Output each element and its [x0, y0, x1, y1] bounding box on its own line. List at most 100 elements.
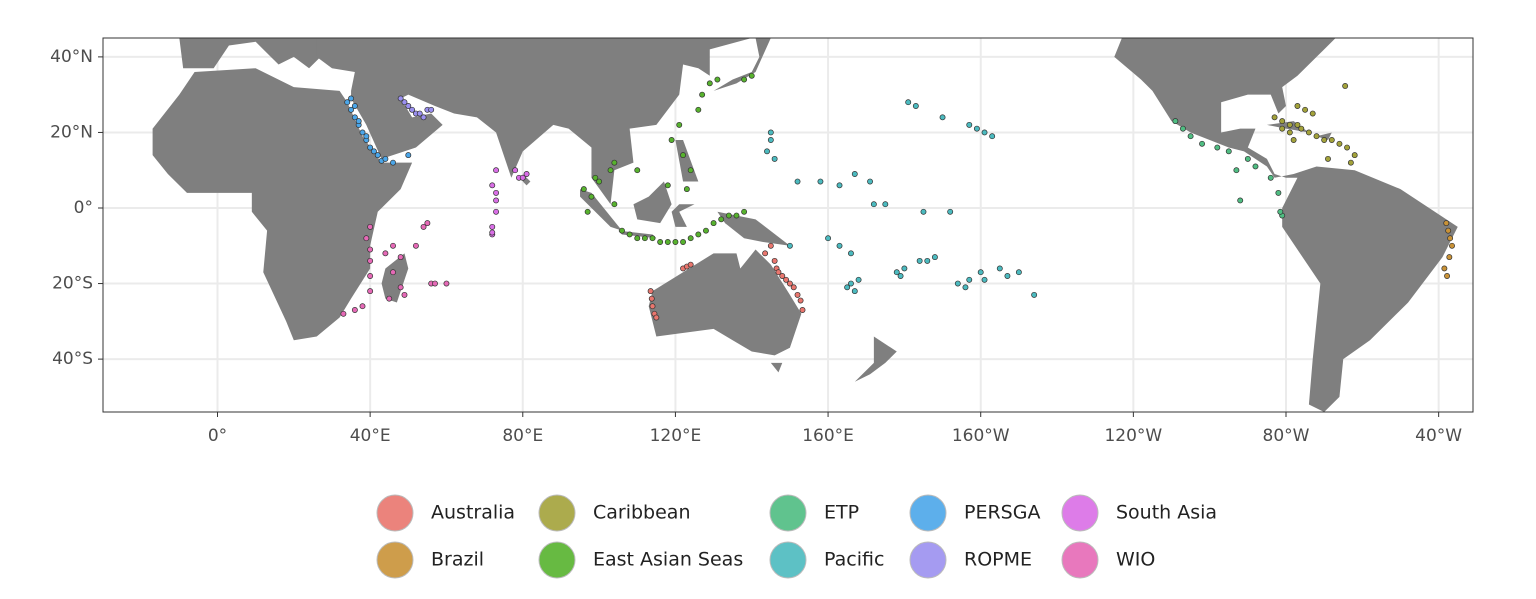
- reef-point: [851, 288, 858, 295]
- legend-swatch: [909, 494, 947, 532]
- reef-point: [947, 208, 954, 215]
- reef-point: [420, 114, 427, 121]
- reef-point: [725, 212, 732, 219]
- reef-point: [443, 280, 450, 287]
- legend: Australia Brazil Caribbean East Asian Seas E…: [376, 494, 1217, 579]
- reef-point: [1347, 159, 1354, 166]
- reef-point: [351, 307, 358, 313]
- reef-point: [1294, 103, 1301, 109]
- legend-swatch: [376, 541, 414, 579]
- y-tick-label: 20°N: [50, 122, 93, 142]
- reef-point: [1244, 155, 1251, 162]
- reef-point: [893, 269, 900, 276]
- reef-point: [355, 118, 362, 125]
- reef-point: [783, 276, 790, 283]
- reef-point: [1004, 273, 1011, 279]
- reef-point: [710, 220, 717, 227]
- reef-point: [989, 133, 996, 140]
- reef-point: [653, 314, 660, 321]
- reef-point: [1298, 125, 1305, 132]
- reef-point: [428, 106, 435, 113]
- reef-point: [1267, 174, 1274, 181]
- reef-point: [848, 280, 854, 287]
- reef-point: [401, 99, 408, 106]
- reef-point: [592, 174, 599, 181]
- reef-point: [580, 186, 587, 193]
- reef-point: [916, 257, 923, 264]
- reef-point: [668, 137, 675, 143]
- reef-point: [962, 284, 969, 291]
- legend-swatch: [769, 541, 807, 579]
- reef-point: [1277, 208, 1284, 215]
- reef-point: [762, 250, 769, 257]
- reef-point: [981, 129, 988, 136]
- reef-point: [405, 152, 412, 159]
- reef-point: [939, 114, 946, 121]
- reef-point: [851, 171, 858, 177]
- x-tick-label: 160°W: [952, 426, 1010, 446]
- x-tick-label: 120°W: [1104, 426, 1162, 446]
- reef-point: [1443, 220, 1450, 227]
- reef-point: [844, 284, 851, 291]
- reef-point: [790, 284, 797, 291]
- reef-point: [1302, 106, 1309, 113]
- reef-point: [848, 250, 854, 257]
- reef-point: [687, 167, 694, 174]
- reef-point: [363, 133, 370, 140]
- reef-point: [648, 295, 655, 302]
- reef-point: [799, 307, 806, 313]
- reef-point: [1286, 129, 1293, 136]
- reef-point: [1444, 273, 1451, 279]
- reef-point: [512, 167, 519, 174]
- reef-point: [493, 208, 500, 215]
- reef-point: [1446, 254, 1453, 261]
- reef-point: [1305, 129, 1312, 136]
- reef-point: [523, 171, 530, 177]
- reef-point: [344, 99, 351, 106]
- reef-point: [775, 269, 782, 276]
- reef-point: [607, 167, 614, 174]
- reef-point: [741, 76, 748, 83]
- reef-point: [1321, 137, 1328, 143]
- x-tick-label: 80°E: [502, 426, 543, 446]
- landmass: [1114, 38, 1458, 412]
- reef-point: [489, 229, 496, 236]
- y-tick-label: 40°N: [50, 47, 93, 67]
- landmass: [1316, 132, 1332, 140]
- legend-label: Pacific: [824, 549, 884, 571]
- reef-point: [1172, 118, 1179, 125]
- reef-point: [1449, 242, 1455, 249]
- x-tick-label: 0°: [208, 426, 227, 446]
- legend-swatch: [909, 541, 947, 579]
- land: [152, 38, 1458, 412]
- reef-point: [683, 186, 690, 193]
- reef-point: [741, 208, 748, 215]
- reef-point: [1187, 133, 1194, 140]
- reef-point: [432, 280, 438, 287]
- reef-point: [718, 216, 725, 223]
- reef-point: [1447, 235, 1454, 242]
- reef-point: [966, 121, 973, 128]
- legend-swatch: [538, 541, 576, 579]
- reef-point: [699, 91, 706, 98]
- axes: 0° 40°E 80°E 120°E 160°E 160°W 120°W 80°W 40°W 40…: [50, 47, 1462, 446]
- reef-point: [687, 261, 694, 268]
- legend-label: PERSGA: [964, 502, 1040, 524]
- x-tick-label: 80°W: [1263, 426, 1310, 446]
- reef-point: [664, 182, 671, 189]
- landmass: [580, 189, 622, 231]
- reef-point: [1031, 291, 1038, 298]
- reef-point: [1271, 114, 1278, 121]
- landmass: [633, 181, 672, 224]
- reef-point: [519, 174, 526, 181]
- legend-swatch: [1061, 541, 1099, 579]
- reef-point: [924, 257, 931, 264]
- reef-point: [493, 189, 500, 196]
- reef-point: [1344, 144, 1351, 151]
- reef-point: [489, 223, 496, 230]
- reef-point: [1180, 125, 1186, 132]
- reef-point: [1225, 148, 1232, 155]
- reef-point: [817, 178, 824, 185]
- y-tick-label: 40°S: [52, 349, 93, 369]
- reef-point: [649, 303, 656, 310]
